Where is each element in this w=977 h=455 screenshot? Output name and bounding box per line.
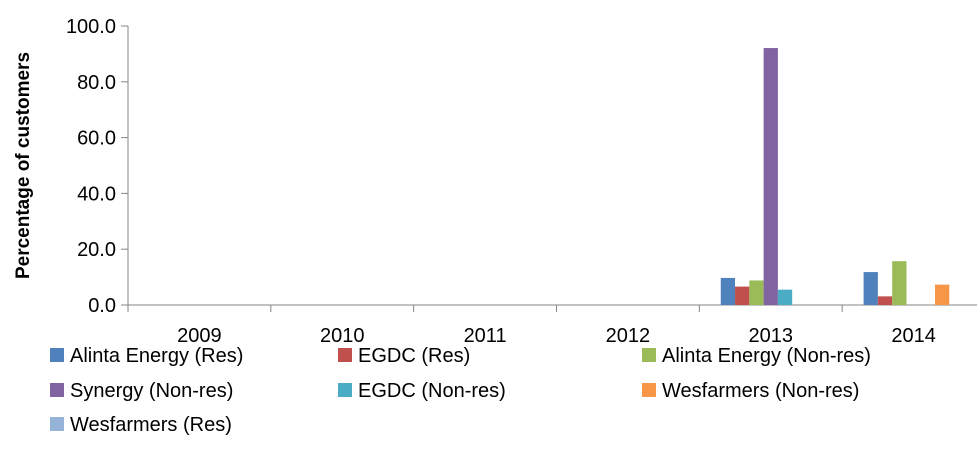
legend: Alinta Energy (Res) EGDC (Res) Alinta Ener… xyxy=(50,345,871,436)
legend-swatch xyxy=(50,348,64,362)
legend-item: EGDC (Non-res) xyxy=(338,380,506,402)
legend-label: EGDC (Non-res) xyxy=(358,380,506,402)
legend-swatch xyxy=(50,383,64,397)
legend-swatch xyxy=(642,383,656,397)
legend-swatch xyxy=(338,348,352,362)
legend-item: EGDC (Res) xyxy=(338,345,470,367)
legend-label: Wesfarmers (Res) xyxy=(70,414,232,436)
bar xyxy=(777,289,793,305)
legend-swatch xyxy=(642,348,656,362)
x-tick-label: 2013 xyxy=(749,325,794,347)
x-tick-label: 2011 xyxy=(464,325,507,347)
tick-labels: 0.0 20.0 40.0 60.0 80.0 100.0 Percentage of cu… xyxy=(13,16,936,347)
y-axis-label: Percentage of customers xyxy=(13,52,34,279)
bar xyxy=(749,280,764,305)
axes xyxy=(121,25,977,312)
bar xyxy=(877,296,893,305)
x-tick-label: 2012 xyxy=(606,325,651,347)
legend-label: Alinta Energy (Non-res) xyxy=(662,345,871,367)
bar xyxy=(892,261,907,305)
bars xyxy=(720,48,950,305)
y-tick-label: 100.0 xyxy=(66,16,116,38)
x-tick-label: 2010 xyxy=(320,325,365,347)
y-tick-label: 20.0 xyxy=(77,239,116,261)
legend-item: Synergy (Non-res) xyxy=(50,380,233,402)
legend-label: EGDC (Res) xyxy=(358,345,470,367)
y-tick-label: 40.0 xyxy=(77,183,116,205)
bar xyxy=(763,48,778,305)
legend-item: Wesfarmers (Res) xyxy=(50,414,232,436)
bar xyxy=(720,277,736,305)
x-tick-label: 2009 xyxy=(177,325,222,347)
y-tick-label: 80.0 xyxy=(77,72,116,94)
bar xyxy=(935,284,950,305)
bar xyxy=(735,286,750,305)
legend-label: Synergy (Non-res) xyxy=(70,380,233,402)
legend-item: Alinta Energy (Non-res) xyxy=(642,345,871,367)
legend-swatch xyxy=(338,383,352,397)
y-tick-label: 0.0 xyxy=(88,295,116,317)
bar xyxy=(863,272,878,305)
legend-label: Wesfarmers (Non-res) xyxy=(662,380,859,402)
legend-swatch xyxy=(50,417,64,431)
y-tick-label: 60.0 xyxy=(77,128,116,150)
legend-item: Wesfarmers (Non-res) xyxy=(642,380,859,402)
legend-label: Alinta Energy (Res) xyxy=(70,345,243,367)
legend-item: Alinta Energy (Res) xyxy=(50,345,243,367)
x-tick-label: 2014 xyxy=(891,325,936,347)
